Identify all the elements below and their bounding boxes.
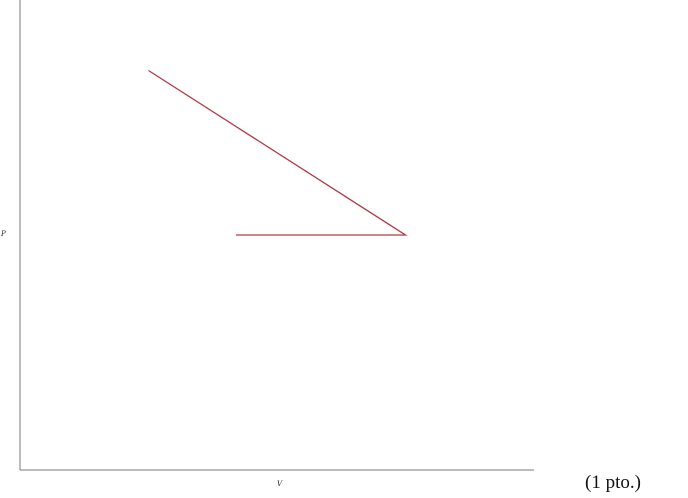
series-line-1 [148, 69, 408, 236]
axes [19, 0, 534, 471]
points-note: (1 pto.) [585, 472, 641, 493]
y-axis-label: P [0, 230, 6, 238]
x-axis-label: V [277, 480, 283, 488]
series-group [148, 69, 408, 236]
